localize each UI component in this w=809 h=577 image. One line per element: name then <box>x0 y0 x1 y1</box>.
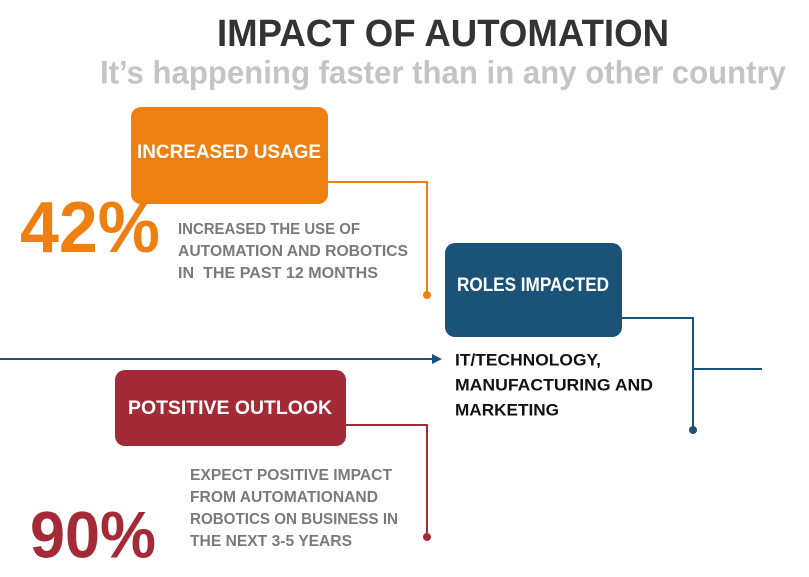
connector-dot <box>689 426 697 434</box>
description-line: IN THE PAST 12 MONTHS <box>178 265 378 282</box>
description-line: MARKETING <box>455 400 559 419</box>
stat: 90% <box>30 497 156 571</box>
description-line: INCREASED THE USE OF <box>178 221 360 238</box>
description-line: IT/TECHNOLOGY, <box>455 350 601 369</box>
connector-dot <box>423 533 431 541</box>
description-line: AUTOMATION AND ROBOTICS <box>178 243 408 260</box>
description-line: EXPECT POSITIVE IMPACT <box>190 467 392 484</box>
connector <box>622 317 694 430</box>
connector <box>346 424 428 537</box>
card-box <box>131 107 328 204</box>
connector-dot <box>423 291 431 299</box>
description-line: THE NEXT 3-5 YEARS <box>190 533 352 550</box>
card-box <box>115 370 346 446</box>
subtitle: It’s happening faster than in any other … <box>100 54 786 90</box>
stat: 42% <box>20 188 160 268</box>
title: IMPACT OF AUTOMATION <box>217 13 669 55</box>
description-line: ROBOTICS ON BUSINESS IN <box>190 511 398 528</box>
card-label: INCREASED USAGE <box>137 142 321 163</box>
card-box <box>445 243 622 337</box>
connector <box>328 181 428 295</box>
description-line: MANUFACTURING AND <box>455 375 653 394</box>
card-label: ROLES IMPACTED <box>457 275 609 296</box>
card-label: POTSITIVE OUTLOOK <box>128 398 332 419</box>
description-line: FROM AUTOMATIONAND <box>190 489 378 506</box>
arrow-head <box>432 354 442 364</box>
